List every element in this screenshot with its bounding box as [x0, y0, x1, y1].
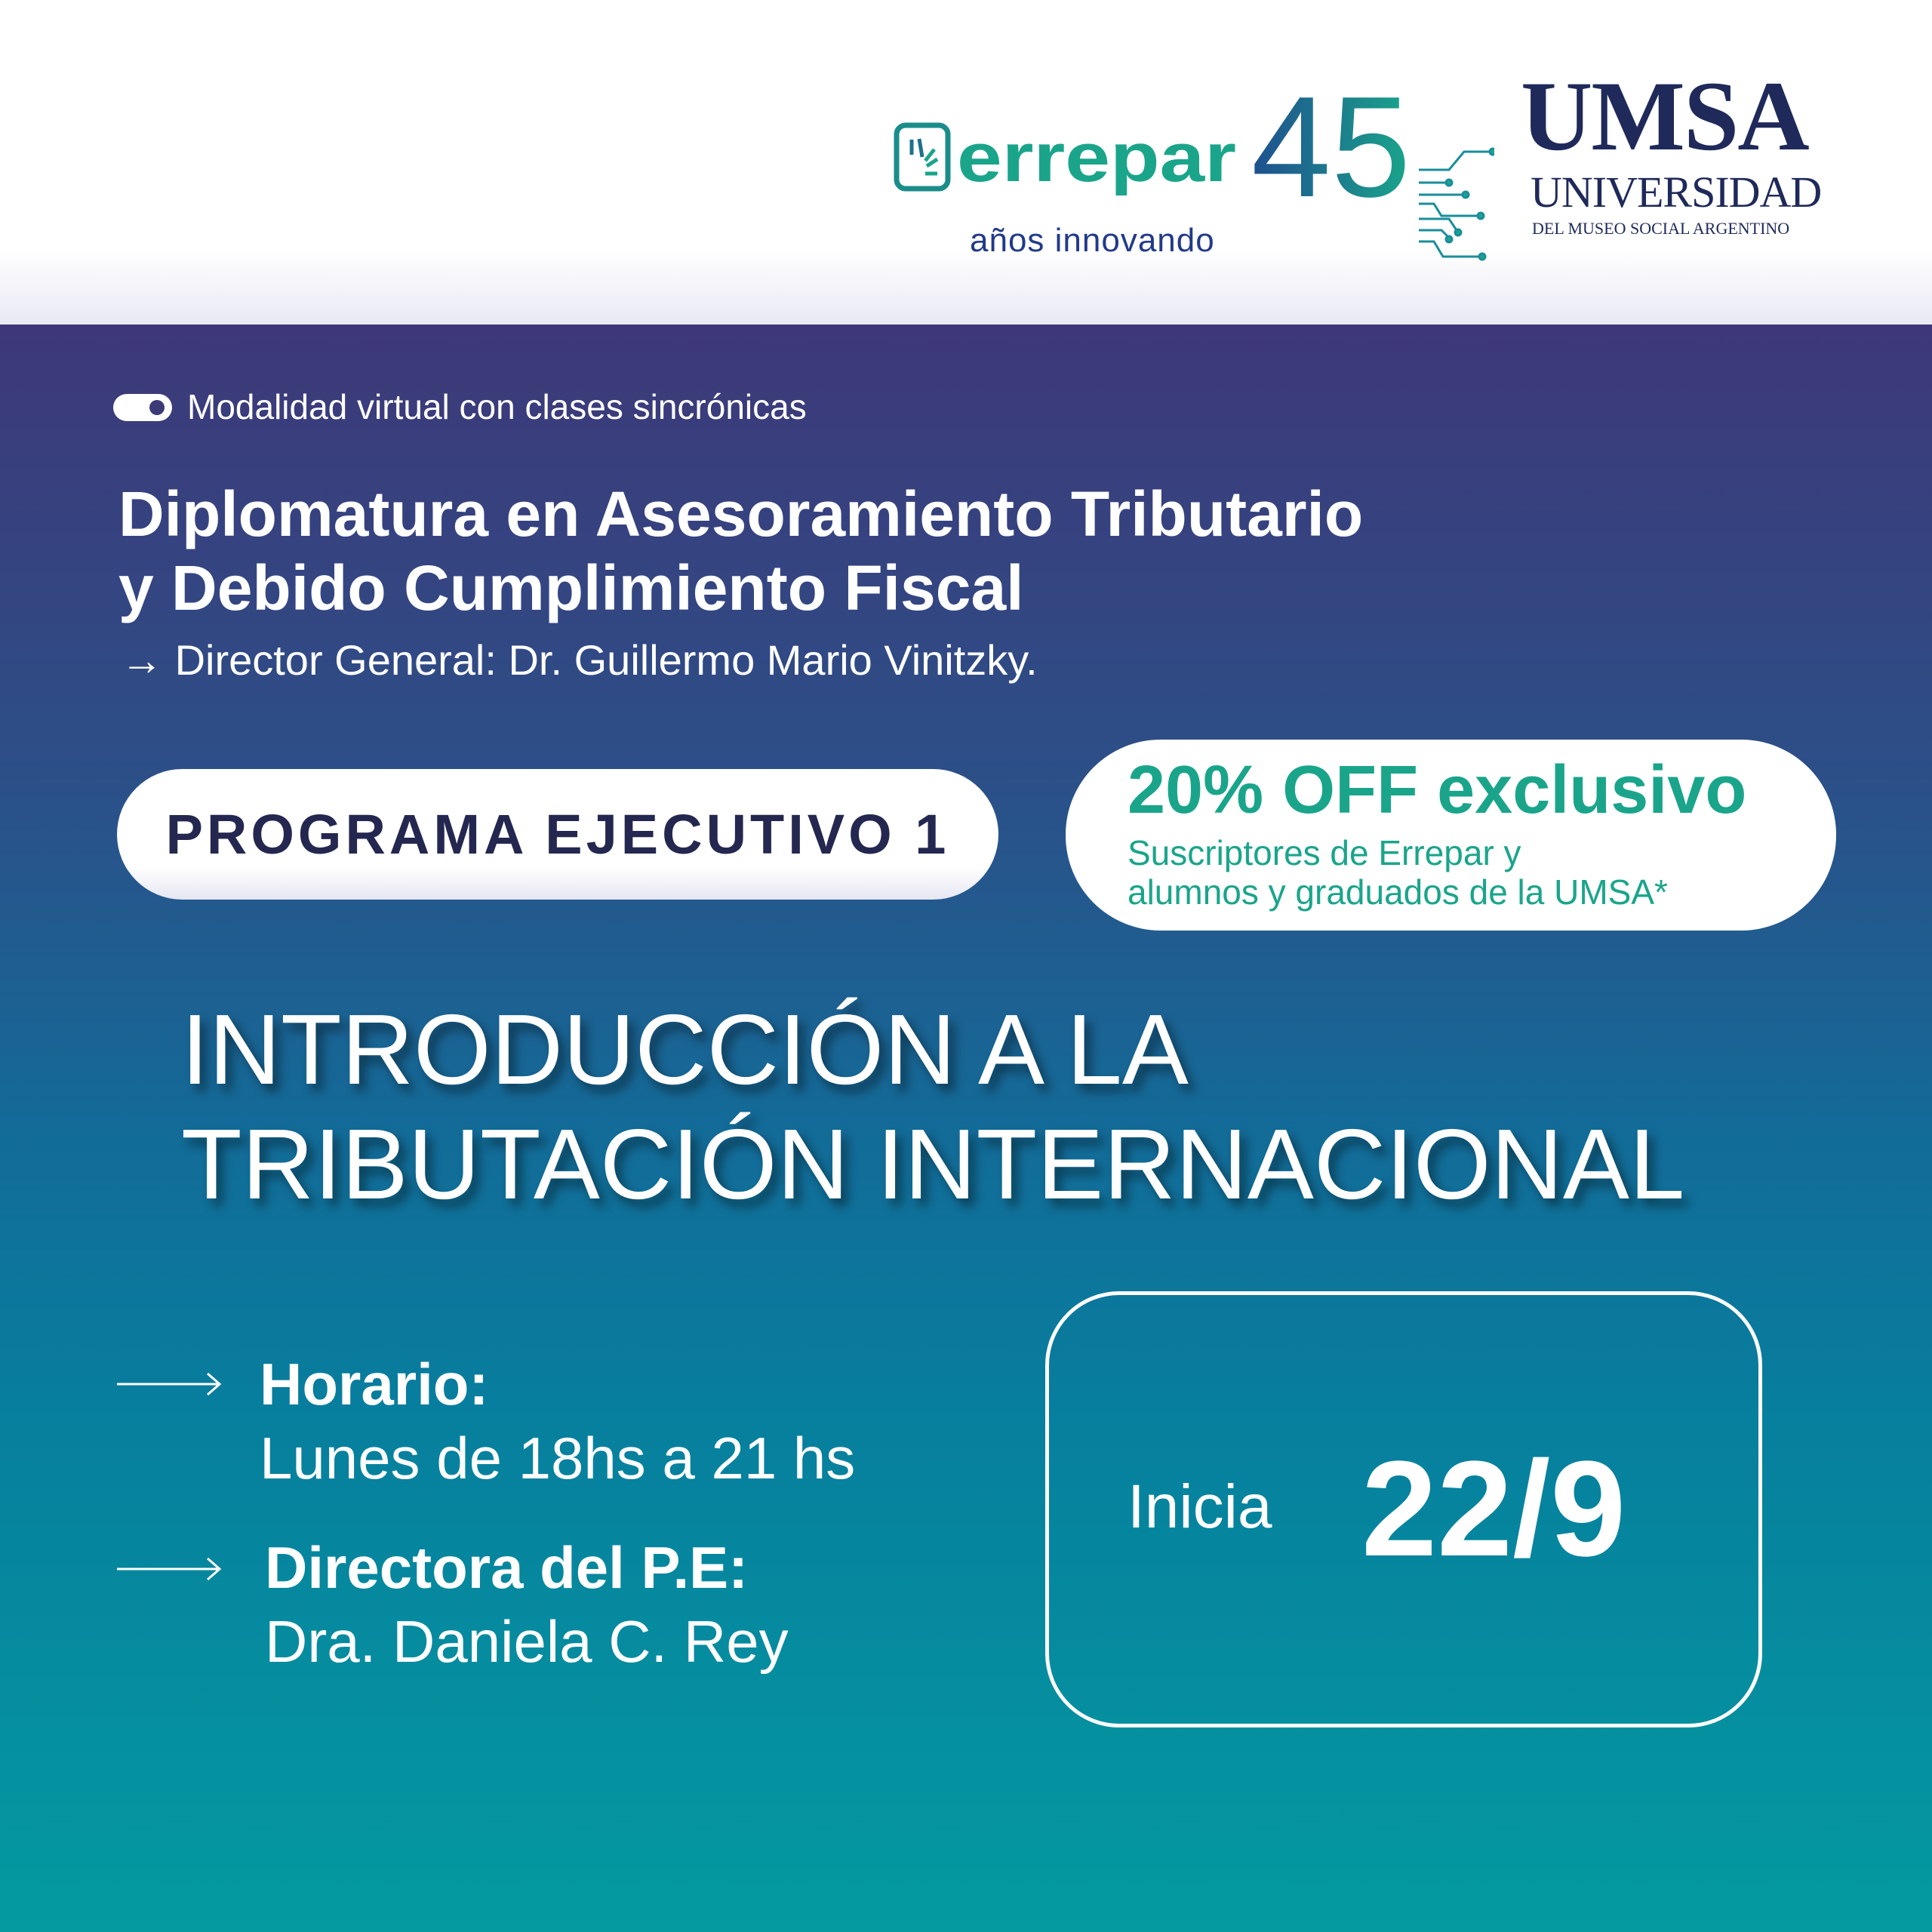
errepar-logo: errepar 45	[894, 67, 1494, 261]
start-date: 22/9	[1361, 1433, 1626, 1585]
main-panel	[0, 325, 1932, 1932]
program-title-line2: y Debido Cumplimiento Fiscal	[118, 552, 1024, 623]
directora-label: Directora del P.E:	[265, 1534, 749, 1601]
offer-details: Suscriptores de Errepar y alumnos y grad…	[1128, 833, 1668, 912]
start-label: Inicia	[1128, 1472, 1272, 1541]
program-title-line1: Diplomatura en Asesoramiento Tributario	[118, 478, 1364, 549]
umsa-line2: DEL MUSEO SOCIAL ARGENTINO	[1532, 219, 1790, 238]
directora-block: Directora del P.E: Dra. Daniela C. Rey	[265, 1531, 789, 1678]
offer-line1: Suscriptores de Errepar y	[1128, 833, 1521, 872]
offer-headline: 20% OFF exclusivo	[1128, 752, 1747, 828]
arrow-right-icon	[117, 1372, 222, 1396]
offer-pill: 20% OFF exclusivo Suscriptores de Errepa…	[1066, 740, 1836, 931]
directora-value: Dra. Daniela C. Rey	[265, 1608, 789, 1675]
circuit-lines	[1419, 147, 1494, 261]
director-text: Director General: Dr. Guillermo Mario Vi…	[174, 636, 1038, 684]
schedule-value: Lunes de 18hs a 21 hs	[260, 1425, 856, 1491]
course-title: INTRODUCCIÓN A LA TRIBUTACIÓN INTERNACIO…	[181, 992, 1684, 1222]
errepar-wordmark: errepar	[957, 119, 1236, 196]
toggle-icon	[113, 394, 172, 421]
errepar-tagline: años innovando	[970, 222, 1215, 259]
course-title-line1: INTRODUCCIÓN A LA	[181, 994, 1189, 1105]
schedule-label: Horario:	[260, 1351, 489, 1417]
anniversary-number: 45	[1251, 67, 1411, 227]
modality-text: Modalidad virtual con clases sincrónicas	[187, 387, 807, 426]
umsa-line1: UNIVERSIDAD	[1531, 168, 1822, 217]
course-title-line2: TRIBUTACIÓN INTERNACIONAL	[181, 1109, 1685, 1220]
program-badge: PROGRAMA EJECUTIVO 1	[117, 769, 998, 900]
arrow-right-icon	[117, 1557, 222, 1581]
program-title: Diplomatura en Asesoramiento Tributario …	[118, 477, 1363, 625]
arrow-right-icon: →	[121, 636, 163, 684]
program-director: → Director General: Dr. Guillermo Mario …	[121, 635, 1038, 685]
umsa-logo: UMSA	[1521, 60, 1810, 171]
start-date-box: Inicia 22/9	[1045, 1291, 1762, 1727]
schedule-block: Horario: Lunes de 18hs a 21 hs	[260, 1347, 855, 1495]
header: errepar 45 años innovando UMSA UNIVERSID…	[0, 0, 1932, 325]
offer-line2: alumnos y graduados de la UMSA*	[1128, 872, 1668, 912]
